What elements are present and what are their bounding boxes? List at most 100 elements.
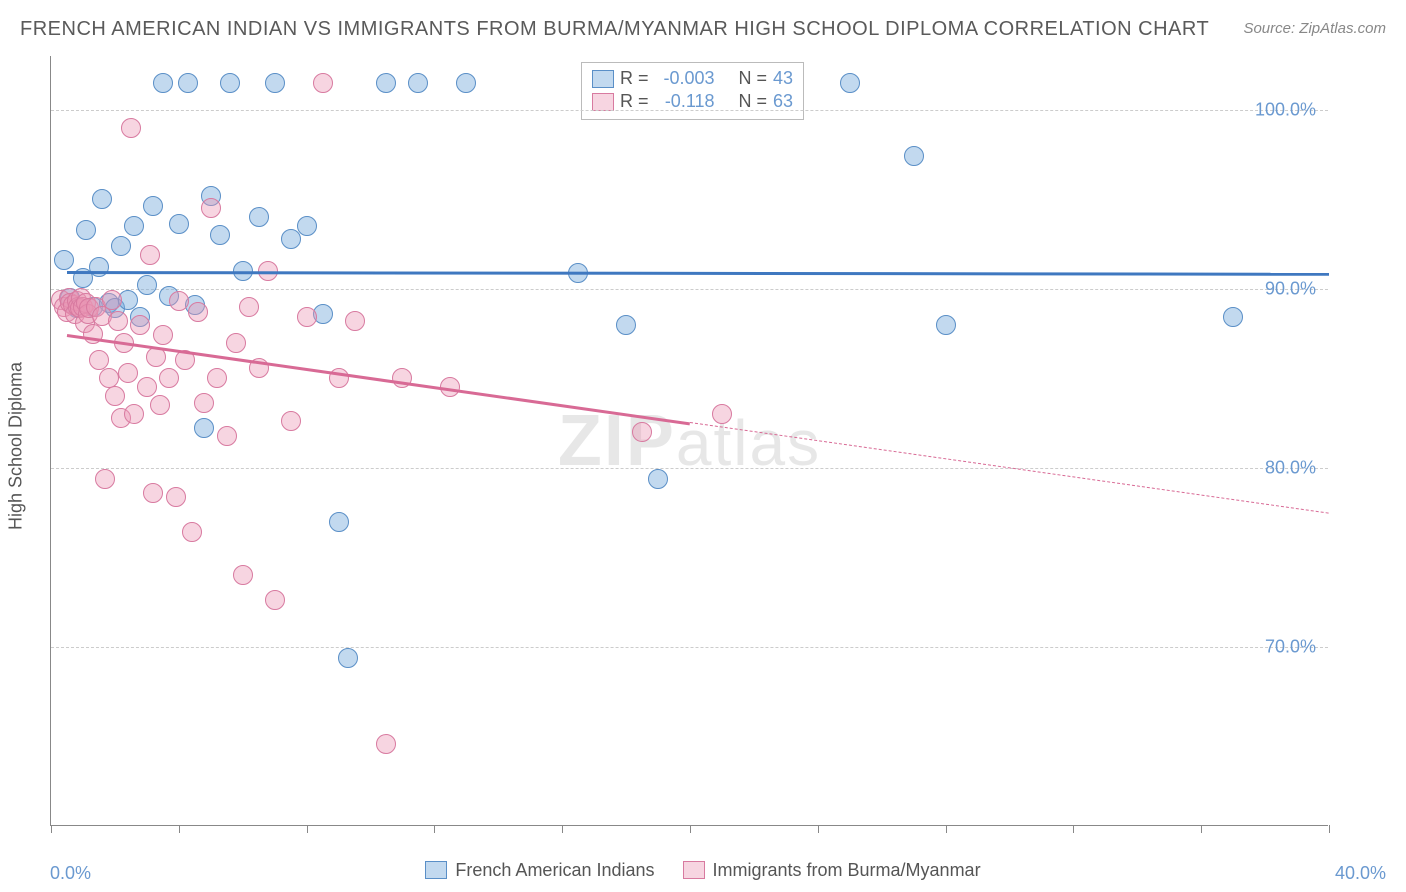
data-point [118,363,138,383]
x-tick [1201,825,1202,833]
data-point [130,315,150,335]
y-tick-label: 80.0% [1265,457,1316,478]
data-point [159,368,179,388]
data-point [54,250,74,270]
data-point [217,426,237,446]
data-point [207,368,227,388]
data-point [140,245,160,265]
data-point [150,395,170,415]
data-point [111,236,131,256]
data-point [194,393,214,413]
y-tick-label: 100.0% [1255,99,1316,120]
data-point [143,196,163,216]
y-axis-title: High School Diploma [6,362,27,530]
trend-line [67,271,1329,276]
data-point [188,302,208,322]
data-point [124,216,144,236]
data-point [329,512,349,532]
x-tick [307,825,308,833]
legend-swatch [592,70,614,88]
data-point [194,418,214,438]
data-point [137,275,157,295]
data-point [166,487,186,507]
r-value: -0.003 [655,68,715,89]
data-point [265,590,285,610]
legend-correlation: R =-0.003N =43R =-0.118N =63 [581,62,804,120]
data-point [92,189,112,209]
data-point [105,386,125,406]
data-point [121,118,141,138]
x-tick [690,825,691,833]
gridline [51,289,1328,290]
legend-row: R = -0.003 N =43 [592,67,793,90]
data-point [169,214,189,234]
data-point [297,307,317,327]
data-point [143,483,163,503]
data-point [102,290,122,310]
data-point [265,73,285,93]
legend-swatch [425,861,447,879]
data-point [712,404,732,424]
legend-item: Immigrants from Burma/Myanmar [683,860,981,881]
y-tick-label: 70.0% [1265,636,1316,657]
data-point [376,73,396,93]
legend-swatch [592,93,614,111]
x-tick [179,825,180,833]
data-point [616,315,636,335]
data-point [226,333,246,353]
n-value: 43 [773,68,793,89]
legend-item-label: French American Indians [455,860,654,881]
data-point [345,311,365,331]
data-point [281,411,301,431]
x-tick [1073,825,1074,833]
data-point [239,297,259,317]
scatter-plot: ZIPatlas R =-0.003N =43R =-0.118N =63 70… [50,56,1328,826]
data-point [124,404,144,424]
data-point [182,522,202,542]
data-point [408,73,428,93]
x-tick [946,825,947,833]
data-point [249,207,269,227]
legend-item: French American Indians [425,860,654,881]
data-point [840,73,860,93]
data-point [936,315,956,335]
data-point [338,648,358,668]
data-point [89,350,109,370]
data-point [220,73,240,93]
data-point [137,377,157,397]
x-tick [1329,825,1330,833]
data-point [89,257,109,277]
x-tick [818,825,819,833]
gridline [51,110,1328,111]
r-label: R = [620,68,649,89]
n-label: N = [739,68,768,89]
gridline [51,468,1328,469]
data-point [904,146,924,166]
legend-series: French American Indians Immigrants from B… [0,860,1406,885]
x-tick [51,825,52,833]
legend-item-label: Immigrants from Burma/Myanmar [713,860,981,881]
data-point [456,73,476,93]
x-tick [562,825,563,833]
data-point [169,291,189,311]
data-point [1223,307,1243,327]
data-point [233,565,253,585]
data-point [297,216,317,236]
data-point [201,198,221,218]
data-point [108,311,128,331]
chart-title: FRENCH AMERICAN INDIAN VS IMMIGRANTS FRO… [20,18,1209,41]
legend-swatch [683,861,705,879]
data-point [153,325,173,345]
data-point [376,734,396,754]
data-point [178,73,198,93]
source-label: Source: ZipAtlas.com [1243,20,1386,37]
data-point [210,225,230,245]
x-tick [434,825,435,833]
data-point [76,220,96,240]
data-point [313,73,333,93]
data-point [632,422,652,442]
gridline [51,647,1328,648]
y-tick-label: 90.0% [1265,278,1316,299]
data-point [95,469,115,489]
data-point [648,469,668,489]
